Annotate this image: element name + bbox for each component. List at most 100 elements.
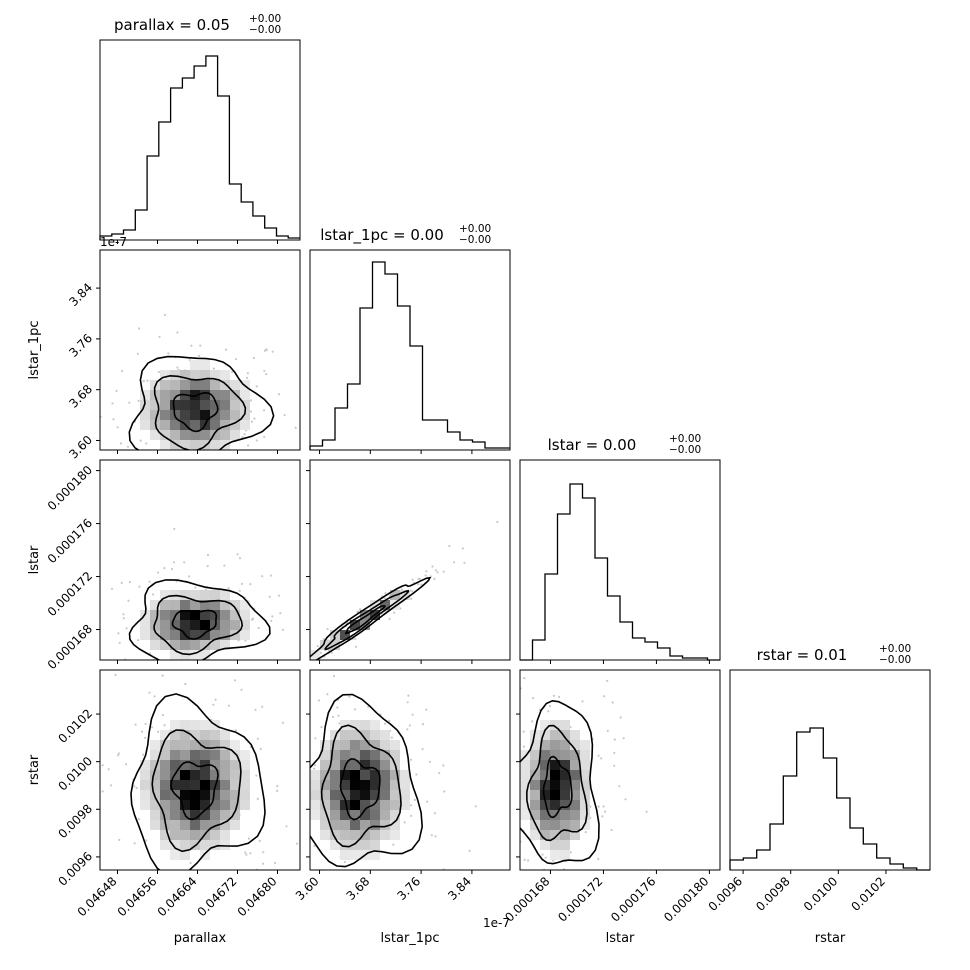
- density-cell: [210, 640, 220, 650]
- density-cell: [200, 640, 210, 650]
- density-cell: [190, 390, 200, 400]
- scatter-point: [152, 453, 154, 455]
- density-cell: [160, 790, 170, 800]
- scatter-point: [142, 753, 145, 756]
- contour-line: [320, 724, 402, 848]
- density-cell: [200, 600, 210, 610]
- scatter-point: [610, 828, 613, 832]
- scatter-point: [161, 674, 164, 677]
- density-cell: [180, 840, 190, 850]
- scatter-point: [153, 695, 156, 698]
- density-cell: [150, 760, 160, 770]
- scatter-point: [101, 764, 104, 767]
- density-cell: [320, 810, 330, 820]
- density-cell: [360, 610, 370, 620]
- scatter-point: [149, 666, 151, 668]
- scatter-point: [145, 442, 148, 445]
- scatter-point: [243, 433, 246, 436]
- scatter-point: [527, 859, 530, 862]
- density-cell: [580, 760, 590, 770]
- density-cell: [360, 740, 370, 750]
- density-cell: [200, 590, 210, 600]
- density-cell: [240, 760, 250, 770]
- scatter-point: [110, 587, 114, 590]
- density-cell: [340, 630, 350, 640]
- density-cell: [140, 760, 150, 770]
- x-tick-label-rstar: 0.0098: [753, 874, 793, 914]
- title-parallax: parallax = 0.05: [114, 16, 230, 34]
- density-cell: [560, 810, 570, 820]
- scatter-point: [112, 418, 115, 421]
- density-cell: [150, 740, 160, 750]
- density-cell: [160, 400, 170, 410]
- scatter-point: [265, 373, 268, 376]
- density-cell: [530, 760, 540, 770]
- scatter-point: [301, 766, 303, 768]
- scatter-point: [367, 918, 369, 920]
- scatter-point: [289, 789, 291, 791]
- density-cell: [320, 750, 330, 760]
- histogram-step-parallax: [99, 55, 300, 240]
- density-cell: [180, 730, 190, 740]
- density-cell: [190, 820, 200, 830]
- density-cell: [360, 840, 370, 850]
- density-cell: [180, 800, 190, 810]
- scatter-point: [434, 835, 437, 838]
- density-cell: [520, 750, 530, 760]
- density-cell: [140, 620, 150, 630]
- density-cell: [180, 760, 190, 770]
- density-cell: [190, 590, 200, 600]
- density-cell: [170, 440, 180, 450]
- density-cell: [150, 810, 160, 820]
- density-cell: [220, 740, 230, 750]
- density-cell: [240, 780, 250, 790]
- density-cell: [370, 820, 380, 830]
- density-cell: [190, 830, 200, 840]
- density-cell: [550, 750, 560, 760]
- title-lower-error-lstar: −0.00: [669, 444, 701, 456]
- density-cell: [220, 430, 230, 440]
- density-cell: [540, 760, 550, 770]
- density-cell: [200, 820, 210, 830]
- density-cell: [560, 730, 570, 740]
- scatter-point: [247, 444, 250, 447]
- density-cell: [170, 810, 180, 820]
- scatter-point: [234, 358, 237, 361]
- density-cell: [370, 840, 380, 850]
- scatter-point: [258, 839, 261, 843]
- density-cell: [200, 740, 210, 750]
- density-cell: [210, 380, 220, 390]
- scatter-point: [127, 599, 130, 602]
- scatter-point: [511, 839, 513, 841]
- density-cell: [340, 750, 350, 760]
- density-cell: [230, 600, 240, 610]
- density-cell: [230, 630, 240, 640]
- density-cell: [170, 390, 180, 400]
- scatter-point: [179, 511, 181, 513]
- scatter-point: [336, 706, 339, 709]
- scatter-point: [384, 722, 387, 725]
- density-cell: [210, 400, 220, 410]
- density-cell: [360, 790, 370, 800]
- scatter-point: [256, 797, 259, 801]
- scatter-point: [312, 914, 314, 916]
- scatter-point: [468, 849, 471, 852]
- scatter-point: [411, 578, 414, 581]
- scatter-point: [219, 675, 221, 677]
- scatter-point: [195, 686, 197, 688]
- scatter-point: [584, 831, 587, 834]
- density-cell: [220, 820, 230, 830]
- density-cell: [400, 790, 410, 800]
- density-cell: [180, 440, 190, 450]
- scatter-point: [320, 725, 323, 729]
- density-cell: [230, 400, 240, 410]
- scatter-point: [438, 772, 441, 775]
- scatter-point: [169, 871, 171, 873]
- scatter-point: [313, 844, 316, 848]
- histogram-parallax: [99, 39, 301, 241]
- scatter-point: [228, 485, 230, 487]
- contour-line: [130, 693, 266, 870]
- density-cell: [370, 740, 380, 750]
- density-cell: [150, 770, 160, 780]
- density-cell: [370, 780, 380, 790]
